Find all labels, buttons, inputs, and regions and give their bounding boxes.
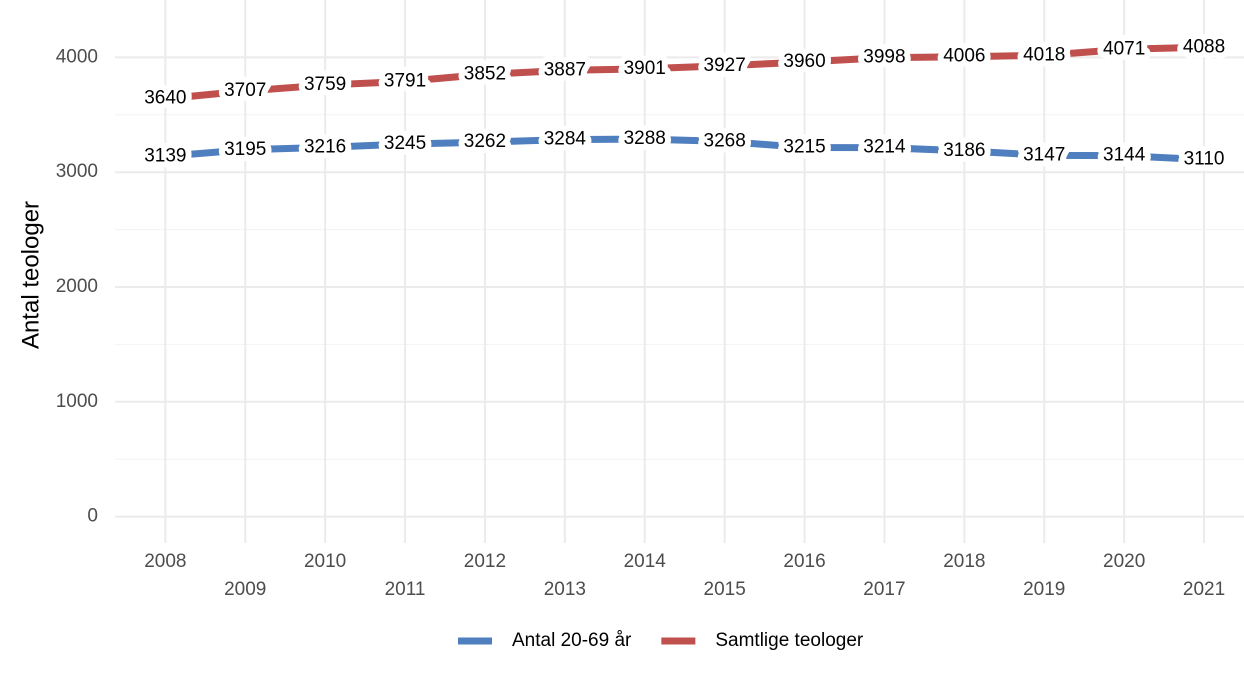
y-tick-label: 0 <box>87 506 98 527</box>
data-label: 4018 <box>1023 44 1065 65</box>
data-label: 3186 <box>943 140 985 161</box>
data-label: 3288 <box>624 128 666 149</box>
data-label: 3927 <box>704 55 746 76</box>
series-line <box>165 135 1205 164</box>
x-tick-label: 2009 <box>224 579 266 600</box>
legend-label: Samtlige teologer <box>715 630 864 651</box>
data-label: 3195 <box>224 139 266 160</box>
y-tick-label: 1000 <box>56 391 98 412</box>
data-label: 3262 <box>464 131 506 152</box>
x-tick-label: 2017 <box>863 579 905 600</box>
data-label: 3144 <box>1103 145 1146 166</box>
x-tick-label: 2010 <box>304 551 346 572</box>
data-label: 4006 <box>943 46 985 67</box>
data-label: 3640 <box>144 88 186 109</box>
data-label: 3707 <box>224 80 266 101</box>
data-label: 3887 <box>544 59 586 80</box>
data-label: 3215 <box>783 137 825 158</box>
x-tick-label: 2011 <box>385 579 426 600</box>
x-tick-label: 2019 <box>1023 579 1065 600</box>
y-tick-label: 4000 <box>56 46 98 67</box>
data-label: 3998 <box>863 47 905 68</box>
x-tick-label: 2014 <box>624 551 667 572</box>
x-tick-label: 2013 <box>544 579 586 600</box>
data-label: 3901 <box>624 58 666 79</box>
data-label: 3245 <box>384 133 426 154</box>
data-label: 4088 <box>1183 36 1225 57</box>
x-tick-label: 2021 <box>1183 579 1225 600</box>
x-tick-label: 2016 <box>783 551 825 572</box>
x-tick-label: 2012 <box>464 551 506 572</box>
x-tick-label: 2020 <box>1103 551 1145 572</box>
series-line <box>165 43 1205 103</box>
data-label: 3214 <box>863 137 906 158</box>
data-label: 3216 <box>304 136 346 157</box>
x-tick-label: 2008 <box>144 551 186 572</box>
y-tick-label: 3000 <box>56 161 98 182</box>
data-label: 3960 <box>783 51 825 72</box>
data-label: 3110 <box>1184 149 1225 170</box>
y-tick-label: 2000 <box>56 276 98 297</box>
x-tick-label: 2015 <box>704 579 746 600</box>
data-label: 3284 <box>544 129 587 150</box>
legend-label: Antal 20-69 år <box>512 630 632 651</box>
data-label: 3139 <box>144 145 186 166</box>
legend: Antal 20-69 år Samtlige teologer <box>458 630 864 651</box>
data-label: 3268 <box>704 130 746 151</box>
x-tick-label: 2018 <box>943 551 985 572</box>
data-label: 3759 <box>304 74 346 95</box>
y-axis-title: Antal teologer <box>17 201 44 349</box>
data-label: 4071 <box>1103 38 1145 59</box>
data-label: 3791 <box>384 70 426 91</box>
data-label: 3852 <box>464 63 506 84</box>
data-label: 3147 <box>1023 144 1065 165</box>
